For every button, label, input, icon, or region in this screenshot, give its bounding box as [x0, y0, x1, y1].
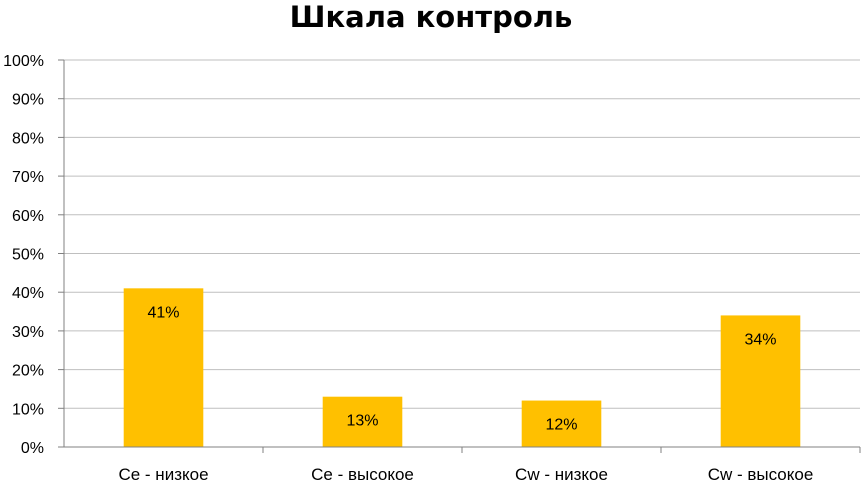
- y-tick-label: 40%: [12, 285, 44, 302]
- chart-title: Шкала контроль: [289, 0, 573, 34]
- x-category-label: Cw - высокое: [708, 465, 814, 481]
- data-label: 13%: [346, 413, 378, 430]
- bar: [720, 315, 801, 447]
- y-tick-label: 10%: [12, 401, 44, 418]
- y-tick-label: 50%: [12, 247, 44, 264]
- x-category-label: Cw - низкое: [515, 465, 608, 481]
- x-category-label: Се - низкое: [118, 465, 208, 481]
- labels: 0% 10% 20% 30% 40% 50% 60% 70% 80% 90% 100% Се - ни…: [3, 53, 813, 481]
- y-tick-label: 70%: [12, 169, 44, 186]
- y-tick-label: 80%: [12, 130, 44, 147]
- data-label: 34%: [744, 331, 776, 348]
- y-tick-label: 60%: [12, 208, 44, 225]
- bars: [123, 288, 801, 447]
- axes: [58, 59, 861, 453]
- data-label: 41%: [147, 304, 179, 321]
- x-category-label: Се - высокое: [311, 465, 414, 481]
- data-label: 12%: [545, 417, 577, 434]
- bar: [123, 288, 204, 447]
- y-tick-label: 20%: [12, 363, 44, 380]
- bar: [521, 400, 602, 447]
- y-tick-label: 90%: [12, 92, 44, 109]
- y-tick-label: 0%: [21, 440, 44, 457]
- y-tick-label: 30%: [12, 324, 44, 341]
- bar: [322, 396, 403, 447]
- y-tick-label: 100%: [3, 53, 44, 70]
